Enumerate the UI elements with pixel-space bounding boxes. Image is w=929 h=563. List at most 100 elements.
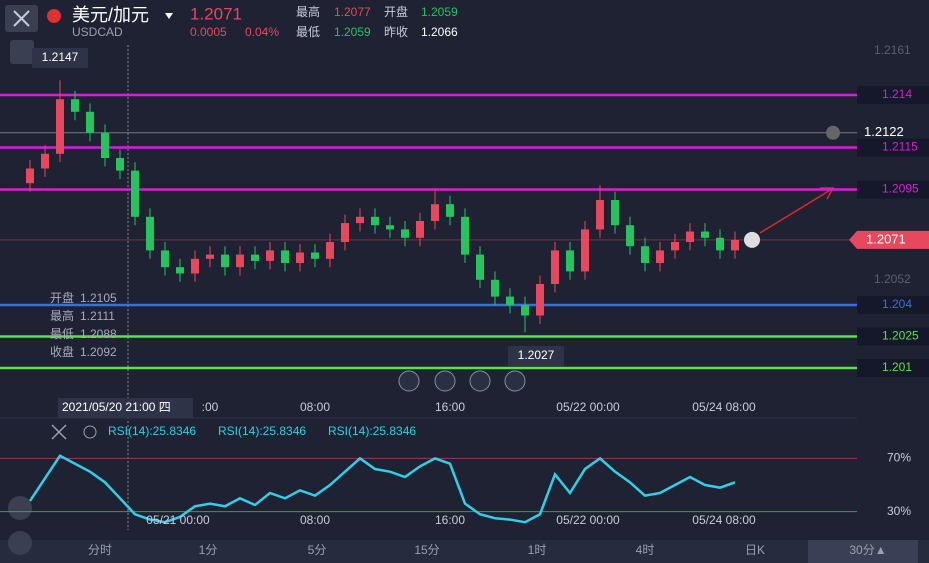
rsi-tick-label: 70% <box>887 451 911 465</box>
info-icon <box>744 231 760 248</box>
candle-body <box>581 229 589 272</box>
info-label: 最低 <box>50 327 74 341</box>
tab[interactable]: 日K <box>745 543 765 557</box>
zoom-in[interactable] <box>504 370 526 392</box>
x-tick-label: :00 <box>202 400 219 414</box>
rsi-tick-label: 30% <box>887 504 911 518</box>
candle-body <box>131 170 139 217</box>
candle-body <box>251 254 259 261</box>
crosshair-time: 2021/05/20 21:00 四 <box>62 400 171 414</box>
x-tick-label: 16:00 <box>435 400 465 414</box>
trend-arrow <box>759 188 833 234</box>
level-label: 1.201 <box>882 360 912 374</box>
candle-body <box>146 216 154 251</box>
candle-body <box>491 279 499 297</box>
rsi-settings[interactable] <box>83 425 97 439</box>
candle-body <box>266 250 274 261</box>
candle-body <box>371 216 379 226</box>
candle-body <box>221 254 229 268</box>
tab[interactable]: 1分 <box>199 543 218 557</box>
low: 1.2059 <box>334 25 371 39</box>
candle-body <box>626 225 634 247</box>
tab[interactable]: 4时 <box>636 543 655 557</box>
candle-body <box>116 158 124 171</box>
candle-body <box>401 229 409 238</box>
level-label: 1.214 <box>882 87 912 101</box>
rsi-line <box>28 454 736 524</box>
level-label-bg <box>857 138 929 157</box>
candle-body <box>56 99 64 154</box>
candle-body <box>671 242 679 251</box>
zoom-out[interactable] <box>398 370 420 392</box>
high-marker: 1.2147 <box>42 50 79 64</box>
tab[interactable]: 5分 <box>308 543 327 557</box>
tab[interactable]: 1时 <box>528 543 547 557</box>
candle-body <box>656 250 664 263</box>
tab[interactable]: 30分▲ <box>849 543 886 557</box>
tab-bar <box>0 540 929 563</box>
candle-body <box>191 258 199 274</box>
candle-body <box>86 111 94 133</box>
next[interactable] <box>469 370 491 392</box>
level-label: 1.2095 <box>882 182 919 196</box>
high-label: 最高 <box>296 4 320 19</box>
candle-body <box>641 246 649 263</box>
shrink-button[interactable] <box>10 40 34 64</box>
candle-body <box>206 254 214 259</box>
candle-body <box>461 216 469 255</box>
level-label: 1.2115 <box>882 140 918 154</box>
playback-controls <box>398 370 526 392</box>
rsi-close[interactable] <box>51 424 67 440</box>
change-pct: 0.04% <box>245 25 279 39</box>
candle-body <box>71 99 79 112</box>
info-value: 1.2092 <box>80 345 117 359</box>
low-label: 最低 <box>296 25 320 39</box>
reference-label: 1.2122 <box>864 124 904 139</box>
code: USDCAD <box>72 25 123 39</box>
x-tick-label: 08:00 <box>300 400 330 414</box>
level-label-bg <box>857 296 929 314</box>
candle-body <box>611 200 619 226</box>
candle-body <box>386 225 394 230</box>
info-value: 1.2111 <box>80 309 115 323</box>
high-marker-bg <box>32 48 88 68</box>
candle-body <box>296 252 304 263</box>
rsi-x-label: 16:00 <box>435 513 465 527</box>
change: 0.0005 <box>190 25 227 39</box>
low-marker-bg <box>508 346 564 366</box>
candle-body <box>701 231 709 238</box>
candle-body <box>341 223 349 242</box>
symbol[interactable]: 美元/加元 <box>72 5 149 25</box>
candle-body <box>326 242 334 259</box>
active-tab-bg <box>808 540 918 563</box>
rsi-x-label: 05/24 08:00 <box>692 513 756 527</box>
prev[interactable] <box>434 370 456 392</box>
candle-body <box>161 250 169 268</box>
info-label: 收盘 <box>50 344 74 359</box>
candle-body <box>551 250 559 284</box>
dropdown-icon[interactable] <box>165 13 173 19</box>
tab[interactable]: 分时 <box>88 543 112 557</box>
open-label: 开盘 <box>384 4 408 19</box>
candle-body <box>731 239 739 251</box>
x-tick-label: 05/24 08:00 <box>692 400 756 414</box>
close-icon <box>13 10 30 27</box>
rsi-label: RSI(14):25.8346 <box>108 424 196 438</box>
candle-body <box>536 284 544 316</box>
candle-body <box>281 250 289 263</box>
indicator-tool[interactable] <box>8 531 32 555</box>
candle-body <box>686 231 694 242</box>
level-label-bg <box>857 180 929 199</box>
price: 1.2071 <box>190 4 242 23</box>
candle-body <box>101 132 109 158</box>
candle-body <box>431 204 439 221</box>
y-tick-label: 1.2052 <box>874 272 911 286</box>
rsi-label: RSI(14):25.8346 <box>328 424 416 438</box>
draw-tool[interactable] <box>8 496 32 520</box>
candle-body <box>476 254 484 280</box>
candle-body <box>716 237 724 251</box>
tab[interactable]: 15分 <box>414 543 439 557</box>
